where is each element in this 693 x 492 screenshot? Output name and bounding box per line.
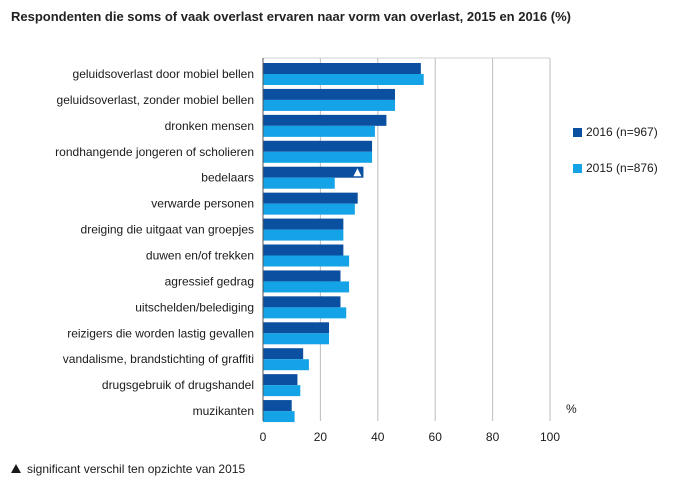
bar-2016-12 bbox=[263, 374, 298, 386]
bar-2016-4 bbox=[263, 166, 364, 178]
axis-unit-label: % bbox=[566, 402, 577, 416]
x-tick-label-20: 20 bbox=[314, 430, 328, 444]
bar-2015-1 bbox=[263, 99, 396, 111]
bar-2015-10 bbox=[263, 333, 330, 345]
category-label-10: reizigers die worden lastig gevallen bbox=[67, 326, 254, 340]
category-label-13: muzikanten bbox=[193, 404, 254, 418]
legend-swatch-2016 bbox=[573, 128, 582, 137]
legend-swatch-2015 bbox=[573, 164, 582, 173]
x-tick-label-80: 80 bbox=[486, 430, 500, 444]
bar-2015-13 bbox=[263, 411, 295, 423]
bar-2015-5 bbox=[263, 203, 355, 215]
bar-2016-11 bbox=[263, 348, 304, 360]
bar-2015-2 bbox=[263, 125, 375, 137]
category-label-0: geluidsoverlast door mobiel bellen bbox=[73, 67, 254, 81]
bar-2015-3 bbox=[263, 151, 373, 163]
bar-2016-10 bbox=[263, 322, 330, 334]
bar-2015-7 bbox=[263, 255, 350, 267]
category-label-5: verwarde personen bbox=[151, 197, 254, 211]
chart-title: Respondenten die soms of vaak overlast e… bbox=[11, 9, 571, 24]
bar-2015-4 bbox=[263, 177, 335, 189]
bar-2016-6 bbox=[263, 218, 344, 230]
bar-2016-5 bbox=[263, 192, 358, 204]
triangle-icon bbox=[11, 464, 21, 473]
category-label-4: bedelaars bbox=[201, 171, 254, 185]
legend-item-2015: 2015 (n=876) bbox=[573, 161, 658, 175]
bar-2016-8 bbox=[263, 270, 341, 282]
bar-2016-1 bbox=[263, 88, 396, 100]
x-tick-label-40: 40 bbox=[371, 430, 385, 444]
category-label-12: drugsgebruik of drugshandel bbox=[102, 378, 254, 392]
bar-2015-11 bbox=[263, 359, 309, 371]
bar-2016-0 bbox=[263, 63, 421, 74]
x-tick-label-100: 100 bbox=[540, 430, 560, 444]
category-label-7: duwen en/of trekken bbox=[146, 249, 254, 263]
category-label-3: rondhangende jongeren of scholieren bbox=[55, 145, 254, 159]
x-tick-label-0: 0 bbox=[260, 430, 267, 444]
bar-2015-12 bbox=[263, 385, 301, 397]
footnote-text: significant verschil ten opzichte van 20… bbox=[27, 462, 246, 476]
footnote: significant verschil ten opzichte van 20… bbox=[11, 462, 245, 476]
bar-2016-3 bbox=[263, 140, 373, 152]
bar-2015-8 bbox=[263, 281, 350, 293]
legend-label-2016: 2016 (n=967) bbox=[586, 125, 658, 139]
category-label-8: agressief gedrag bbox=[165, 274, 254, 288]
category-label-9: uitschelden/belediging bbox=[135, 300, 254, 314]
bar-2016-7 bbox=[263, 244, 344, 256]
bar-2016-2 bbox=[263, 114, 387, 126]
x-tick-label-60: 60 bbox=[429, 430, 443, 444]
bar-2015-6 bbox=[263, 229, 344, 241]
bar-2015-0 bbox=[263, 74, 424, 85]
category-label-1: geluidsoverlast, zonder mobiel bellen bbox=[57, 93, 254, 107]
legend-label-2015: 2015 (n=876) bbox=[586, 161, 658, 175]
category-label-6: dreiging die uitgaat van groepjes bbox=[81, 223, 254, 237]
bar-2016-9 bbox=[263, 296, 341, 308]
category-label-2: dronken mensen bbox=[165, 119, 254, 133]
category-label-11: vandalisme, brandstichting of graffiti bbox=[63, 352, 254, 366]
legend-item-2016: 2016 (n=967) bbox=[573, 125, 658, 139]
significance-marker-4 bbox=[353, 168, 362, 177]
bar-2016-13 bbox=[263, 400, 292, 412]
bar-2015-9 bbox=[263, 307, 347, 319]
